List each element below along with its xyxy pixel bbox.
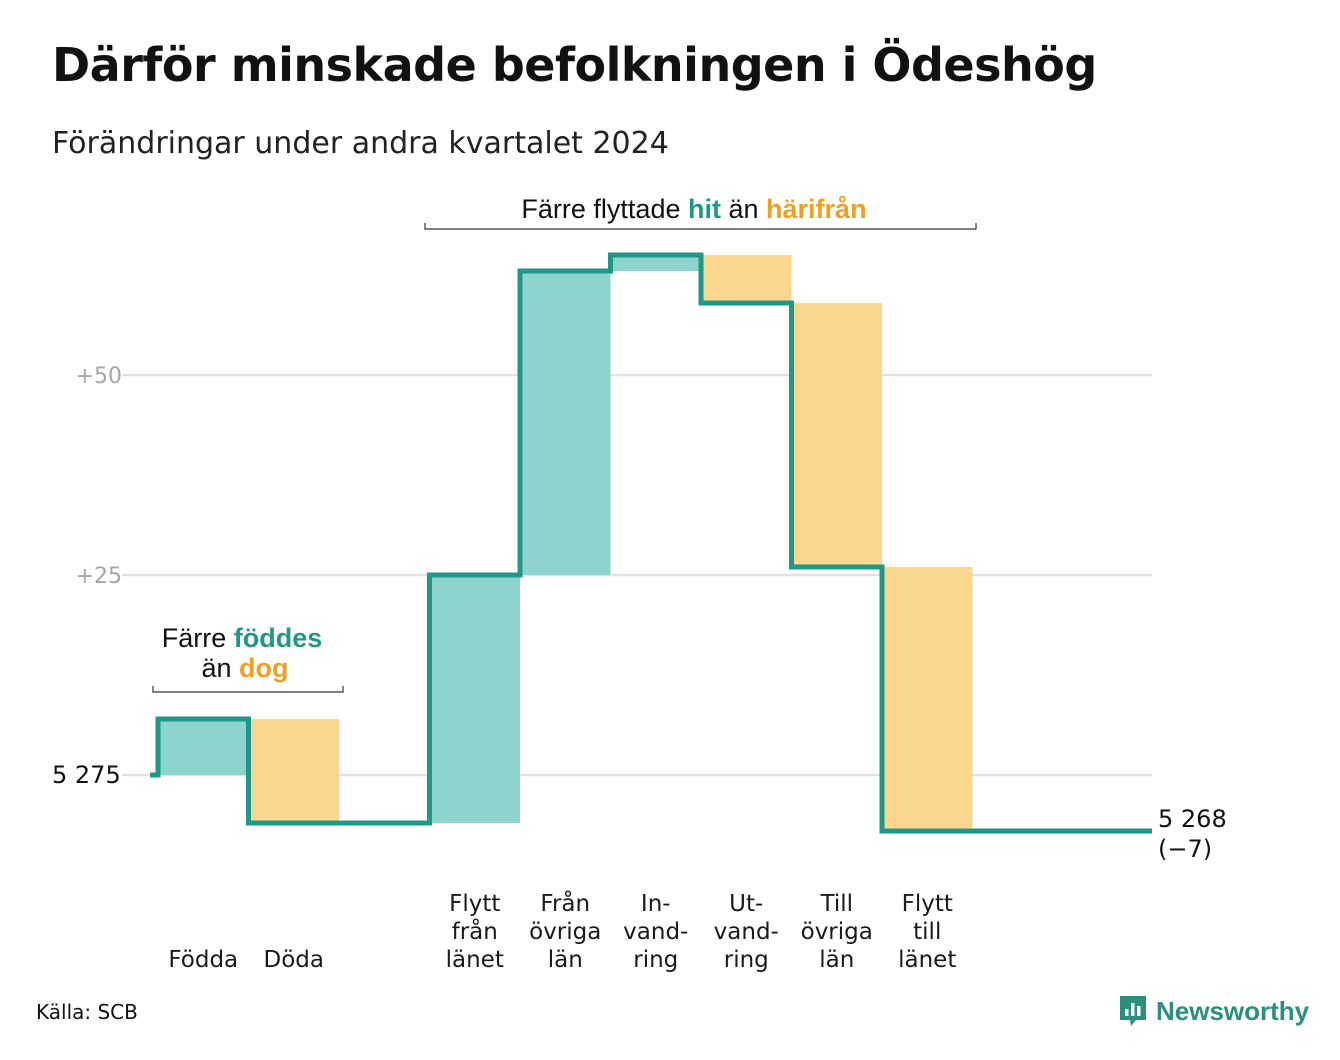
brand-logo: Newsworthy [1118,994,1309,1028]
bar-increase [429,575,520,823]
chart-title: Därför minskade befolkningen i Ödeshög [52,38,1097,92]
newsworthy-logo-icon [1120,996,1146,1026]
end-change-label: (−7) [1158,835,1212,863]
category-label: Flytt [902,891,953,917]
births-annotation-line1: Färre föddes [162,623,323,653]
chart-subtitle: Förändringar under andra kvartalet 2024 [52,126,669,161]
category-label: In- [641,891,671,917]
category-label: länet [898,947,956,973]
migration-annotation-text: Färre flyttade [521,194,688,224]
migration-annotation-highlight: härifrån [766,194,867,224]
source-note: Källa: SCB [36,1000,138,1024]
category-label: övriga [529,919,601,945]
category-label: län [548,947,583,973]
category-label: Flytt [449,891,500,917]
category-label: vand- [714,919,779,945]
migration-annotation-line: Färre flyttade hit än härifrån [521,194,866,224]
births-annotation-text: än [201,653,239,683]
category-label: Till [819,891,853,917]
category-label: från [452,917,498,945]
category-labels: Födda DödaFlyttfrånlänetFrånövrigalänIn-v… [168,889,956,973]
bar-decrease [791,303,882,567]
category-label: vand- [623,919,688,945]
brand-name: Newsworthy [1156,995,1310,1026]
migration-annotation-text: än [721,194,766,224]
category-label: län [819,947,854,973]
category-label: Från [540,889,590,917]
bar-decrease [882,567,973,831]
births-annotation-highlight: dog [239,653,288,683]
bar-decrease [248,719,339,823]
y-tick-label: +25 [76,564,122,589]
bar-increase [520,271,611,575]
category-label: övriga [801,919,873,945]
y-tick-label: +50 [76,364,122,389]
migration-annotation: Färre flyttade hit än härifrån [424,194,977,230]
category-label: Födda [168,947,238,973]
start-value-label: 5 275 [52,761,121,789]
population-step-line [150,252,1152,834]
category-label: Döda [264,947,324,973]
migration-annotation-bracket [424,223,977,230]
migration-annotation-highlight: hit [688,194,721,224]
end-value-label: 5 268 [1158,805,1227,833]
births-annotation-highlight: föddes [234,623,323,653]
bar-increase [158,719,249,775]
bar-decrease [701,255,792,303]
births-annotation-bracket [152,686,344,693]
category-label: länet [446,947,504,973]
category-label: Ut- [729,891,763,917]
category-label: ring [724,947,769,973]
births-annotation-text: Färre [162,623,234,653]
bars [158,255,973,831]
births-annotation-line2: än dog [201,653,288,683]
category-label: till [913,919,941,945]
y-tick-labels: +25 +50 [76,364,122,589]
grid-lines [122,373,1152,777]
bar-increase [610,255,701,271]
births-annotation: Färre föddes än dog [152,623,344,693]
category-label: ring [633,947,678,973]
